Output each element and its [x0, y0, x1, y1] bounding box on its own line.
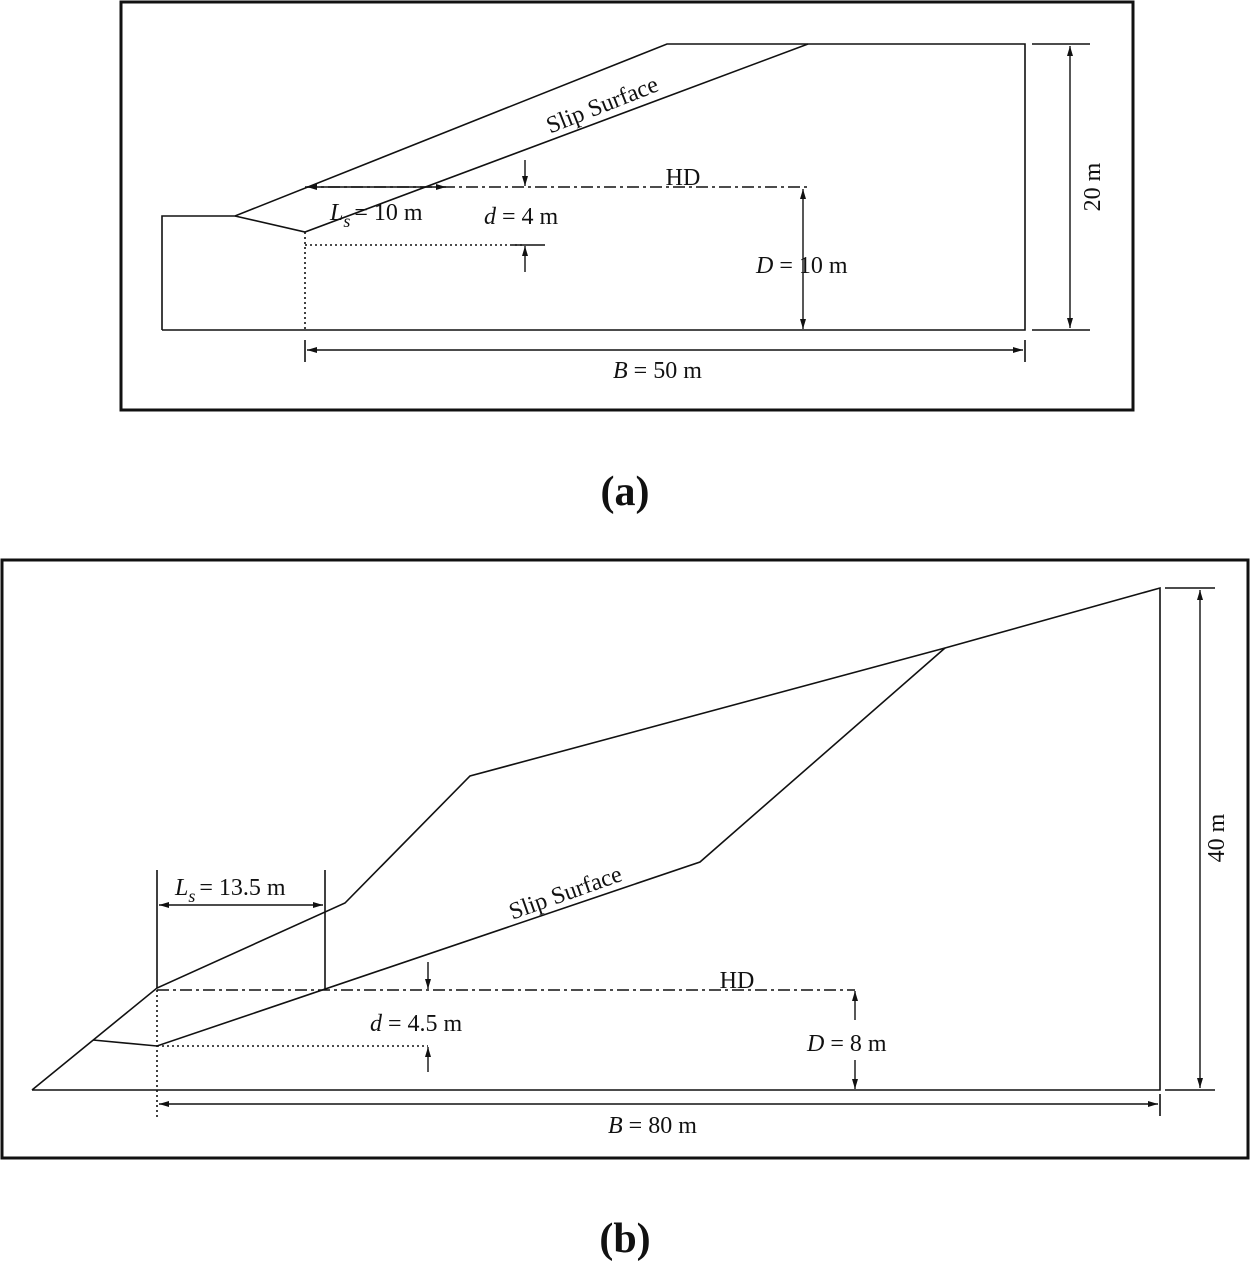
slope-outline — [161, 43, 1026, 331]
hd-label: HD — [720, 968, 755, 994]
value: = 4 m — [502, 204, 559, 230]
slip-surface-line — [92, 647, 946, 1047]
symbol: B — [608, 1113, 623, 1139]
ls-label: Ls = 13.5 m — [174, 875, 286, 906]
symbol: L — [174, 875, 188, 901]
B-label: B = 50 m — [613, 358, 702, 384]
panel-b: Slip Surface HD Ls = 13.5 m d = 4.5 m D = 8… — [0, 558, 1250, 1262]
value: = 80 m — [629, 1113, 698, 1139]
D-label: D = 10 m — [755, 253, 848, 279]
d-label: d = 4.5 m — [370, 1011, 463, 1037]
value: = 4.5 m — [388, 1011, 463, 1037]
subscript: s — [343, 211, 350, 231]
value: = 10 m — [779, 253, 848, 279]
ls-label: Ls = 10 m — [329, 200, 423, 231]
value: = 13.5 m — [199, 875, 286, 901]
height-label: 40 m — [1204, 813, 1230, 862]
B-label: B = 80 m — [608, 1113, 697, 1139]
symbol: B — [613, 358, 628, 384]
caption: (a) — [601, 469, 650, 515]
frame — [0, 558, 1250, 1160]
value: = 10 m — [354, 200, 423, 226]
symbol: D — [806, 1031, 824, 1057]
subscript: s — [188, 886, 195, 906]
D-label: D = 8 m — [806, 1031, 887, 1057]
slope-outline — [31, 586, 1161, 1091]
symbol: d — [370, 1011, 383, 1037]
symbol: D — [755, 253, 773, 279]
panel-a: Slip Surface HD Ls = 10 m d = 4 m D = 10 m … — [119, 0, 1135, 515]
frame — [119, 0, 1135, 412]
symbol: L — [329, 200, 343, 226]
height-label: 20 m — [1080, 162, 1106, 211]
d-label: d = 4 m — [484, 204, 559, 230]
hd-label: HD — [666, 165, 701, 191]
symbol: d — [484, 204, 497, 230]
caption: (b) — [599, 1216, 650, 1262]
value: = 50 m — [634, 358, 703, 384]
value: = 8 m — [830, 1031, 887, 1057]
